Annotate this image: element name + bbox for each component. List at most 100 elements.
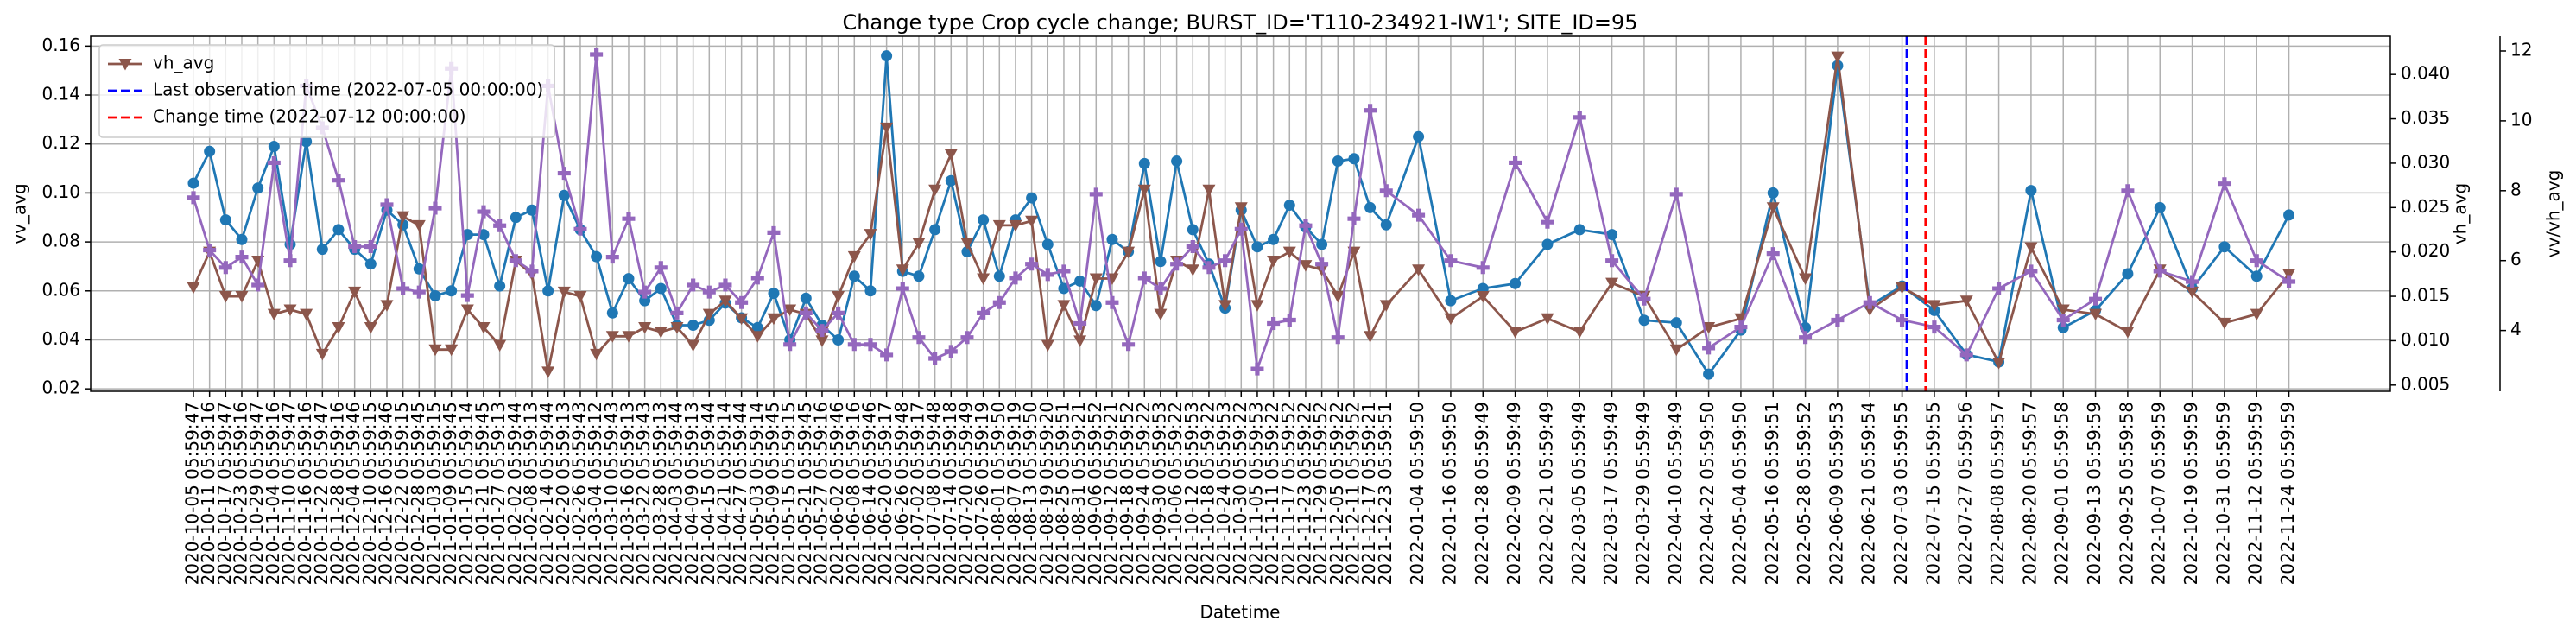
x-tick-label: 2021-10-30 05:59:22 <box>1230 402 1250 585</box>
data-point <box>1364 331 1377 343</box>
data-point <box>526 204 538 216</box>
data-point <box>1186 264 1199 276</box>
data-point <box>654 327 668 339</box>
data-point <box>1510 277 1522 289</box>
x-tick-label: 2021-07-14 05:59:18 <box>940 402 960 585</box>
y3-tick-label: 4 <box>2510 319 2522 339</box>
data-point <box>913 270 925 282</box>
data-point <box>494 280 506 292</box>
data-point <box>1509 327 1522 339</box>
x-tick-label: 2022-01-16 05:59:50 <box>1439 402 1459 585</box>
data-point <box>606 307 618 319</box>
y-tick-label: 0.06 <box>41 279 80 300</box>
data-point <box>1702 322 1716 334</box>
data-point <box>1202 261 1216 275</box>
data-point <box>2250 308 2263 321</box>
data-point <box>1283 200 1295 212</box>
x-tick-label: 2022-10-19 05:59:59 <box>2180 402 2201 585</box>
data-point <box>315 348 329 361</box>
data-point <box>332 322 345 334</box>
x-tick-label: 2021-08-31 05:59:21 <box>1068 402 1089 585</box>
data-point <box>2282 269 2296 281</box>
data-point <box>1606 229 1618 241</box>
data-point <box>1992 282 2006 295</box>
data-point <box>815 335 829 347</box>
data-point <box>864 338 877 352</box>
data-point <box>2024 242 2038 255</box>
data-point <box>187 177 199 189</box>
x-tick-label: 2020-10-29 05:59:47 <box>246 402 267 585</box>
plot-frame <box>90 35 2391 392</box>
x-tick-label: 2022-05-28 05:59:52 <box>1794 402 1814 585</box>
data-point <box>639 295 651 307</box>
data-point <box>1187 224 1199 236</box>
data-point <box>477 322 491 334</box>
x-tick-label: 2022-05-04 05:59:50 <box>1729 402 1750 585</box>
x-tick-label: 2021-11-11 05:59:22 <box>1262 402 1282 585</box>
x-tick-label: 2020-11-16 05:59:16 <box>294 402 315 585</box>
x-tick-label: 2021-10-12 05:59:53 <box>1181 402 1202 585</box>
data-point <box>2025 185 2037 197</box>
data-point <box>1767 187 1779 199</box>
data-point <box>1171 155 1183 168</box>
x-tick-label: 2021-05-15 05:59:15 <box>778 402 799 585</box>
data-point <box>605 331 619 343</box>
data-point <box>735 295 749 309</box>
data-point <box>1669 187 1683 201</box>
data-point <box>1315 257 1329 271</box>
data-point <box>638 322 652 334</box>
data-point <box>1734 313 1748 326</box>
x-tick-label: 2021-12-23 05:59:51 <box>1375 402 1396 585</box>
data-point <box>428 201 442 215</box>
data-point <box>1155 256 1167 268</box>
y-axis-label: vv_avg <box>9 183 30 244</box>
data-point <box>977 273 991 286</box>
x-tick-label: 2022-08-20 05:59:57 <box>2019 402 2040 585</box>
legend-label: Last observation time (2022-07-05 00:00:… <box>153 79 543 100</box>
data-point <box>493 219 507 232</box>
x-tick-label: 2022-05-16 05:59:51 <box>1762 402 1782 585</box>
data-point <box>446 285 458 297</box>
x-tick-label: 2022-06-21 05:59:54 <box>1858 402 1879 585</box>
x-tick-label: 2022-02-21 05:59:49 <box>1535 402 1556 585</box>
data-point <box>992 295 1006 309</box>
data-point <box>1412 264 1426 276</box>
data-point <box>1364 104 1377 117</box>
data-point <box>2218 177 2231 191</box>
data-point <box>1073 317 1087 331</box>
x-tick-label: 2021-11-17 05:59:52 <box>1278 402 1299 585</box>
data-point <box>2057 321 2069 333</box>
x-tick-label: 2021-03-22 05:59:43 <box>633 402 654 585</box>
data-point <box>267 155 281 169</box>
x-tick-label: 2020-12-16 05:59:46 <box>375 402 396 585</box>
data-point <box>1009 219 1022 232</box>
x-tick-label: 2022-04-10 05:59:49 <box>1665 402 1686 585</box>
data-point <box>832 333 845 346</box>
x-tick-label: 2021-10-18 05:59:22 <box>1197 402 1218 585</box>
data-point <box>2056 313 2070 327</box>
x-tick-label: 2020-11-04 05:59:16 <box>263 402 283 585</box>
data-point <box>412 285 426 299</box>
y2-tick-label: 0.015 <box>2401 285 2450 306</box>
data-point <box>1348 153 1360 165</box>
y-tick-label: 0.12 <box>41 132 80 153</box>
x-tick-label: 2020-10-17 05:59:47 <box>214 402 235 585</box>
data-point <box>1637 292 1651 306</box>
x-tick-label: 2021-03-04 05:59:12 <box>585 402 605 585</box>
data-point <box>670 306 684 320</box>
data-point <box>944 149 958 162</box>
data-point <box>1573 111 1586 124</box>
data-point <box>364 322 377 334</box>
x-tick-label: 2021-11-29 05:59:52 <box>1310 402 1331 585</box>
x-tick-label: 2020-12-10 05:59:15 <box>359 402 380 585</box>
x-tick-label: 2022-09-25 05:59:58 <box>2116 402 2136 585</box>
x-tick-label: 2021-02-08 05:59:13 <box>520 402 541 585</box>
legend-label: vh_avg <box>153 53 214 73</box>
data-point <box>541 366 555 378</box>
data-point <box>783 304 797 316</box>
x-tick-label: 2021-02-14 05:59:44 <box>536 402 557 585</box>
y3-tick-label: 8 <box>2510 179 2522 200</box>
x-tick-label: 2022-11-12 05:59:59 <box>2245 402 2266 585</box>
x-tick-label: 2021-04-21 05:59:14 <box>713 402 734 585</box>
